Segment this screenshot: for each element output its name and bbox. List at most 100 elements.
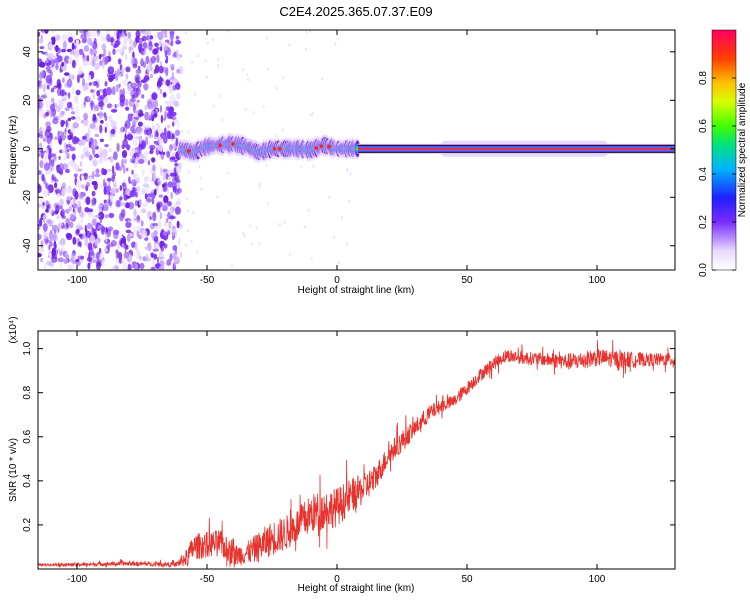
noise-blob [58,222,63,227]
noise-blob [79,74,84,79]
noise-blob [59,67,62,73]
noise-blob [75,229,80,234]
noise-blob [59,250,63,256]
noise-blob [94,127,98,132]
noise-blob [56,87,62,97]
noise-blob [138,146,142,154]
noise-blob [40,97,44,102]
noise-blob [129,97,136,103]
noise-blob [111,188,116,195]
noise-blob [108,74,114,83]
noise-blob [44,156,48,163]
noise-blob [143,176,149,183]
noise-blob [58,99,64,109]
noise-blob [303,225,306,229]
noise-blob [86,55,90,62]
noise-blob [255,226,258,230]
noise-blob [346,168,349,172]
noise-blob [93,55,99,62]
noise-blob [153,253,158,260]
noise-blob [74,137,80,143]
noise-blob [204,59,207,63]
noise-blob [122,182,127,192]
noise-blob [115,249,119,255]
noise-blob [135,69,142,75]
noise-blob [154,136,158,140]
noise-blob [82,118,86,125]
noise-blob [124,125,127,134]
noise-blob [167,110,173,118]
noise-blob [166,124,171,129]
noise-blob [116,68,121,76]
noise-blob [128,180,132,184]
noise-blob [146,64,151,74]
noise-blob [80,33,86,40]
noise-blob [163,195,169,204]
noise-blob [152,125,156,131]
noise-blob [53,176,57,181]
track-hotspot [218,143,222,147]
noise-blob [113,178,118,187]
noise-blob [59,130,63,135]
noise-blob [175,40,182,45]
noise-blob [151,92,158,101]
noise-blob [113,229,120,235]
x-tick-label: -50 [200,275,215,286]
noise-blob [56,52,59,57]
noise-blob [59,198,64,206]
noise-blob [309,113,312,117]
noise-blob [138,158,145,164]
noise-blob [61,61,64,67]
noise-blob [91,58,94,67]
noise-blob [103,48,107,56]
noise-blob [61,49,66,53]
noise-blob [61,243,65,252]
noise-blob [96,251,100,261]
noise-blob [166,151,171,158]
noise-blob [51,36,56,46]
noise-blob [90,100,94,106]
noise-blob [92,147,96,156]
noise-blob [38,37,43,44]
noise-blob [63,132,68,137]
noise-blob [140,30,146,34]
noise-blob [136,254,139,260]
noise-blob [131,159,136,164]
noise-blob [144,193,148,200]
noise-blob [76,200,81,208]
noise-blob [43,263,47,270]
noise-blob [52,224,58,230]
noise-blob [156,125,161,134]
noise-blob [67,264,73,270]
noise-blob [113,151,118,161]
noise-blob [142,41,148,49]
noise-blob [102,60,105,69]
noise-blob [145,254,149,262]
noise-blob [150,266,156,270]
noise-blob [75,89,81,96]
noise-blob [176,179,181,183]
noise-blob [140,220,144,227]
x-tick-label: 50 [461,275,473,286]
noise-blob [265,36,268,40]
noise-blob [49,142,54,149]
noise-blob [141,94,145,99]
noise-blob [117,166,122,172]
noise-blob [91,197,97,206]
noise-blob [71,86,75,95]
spectrogram-x-ticks: -100 -50 0 50 100 [67,30,606,286]
noise-blob [148,130,152,136]
noise-blob [91,116,98,124]
noise-blob [165,106,170,111]
noise-blob [135,30,141,38]
noise-blob [82,52,85,59]
noise-blob [103,199,107,204]
noise-blob [46,84,50,90]
noise-blob [139,255,142,261]
noise-blob [98,158,103,164]
noise-blob [92,159,98,167]
noise-blob [44,151,48,158]
noise-blob [108,147,112,153]
noise-blob [179,223,183,229]
noise-blob [114,32,117,42]
